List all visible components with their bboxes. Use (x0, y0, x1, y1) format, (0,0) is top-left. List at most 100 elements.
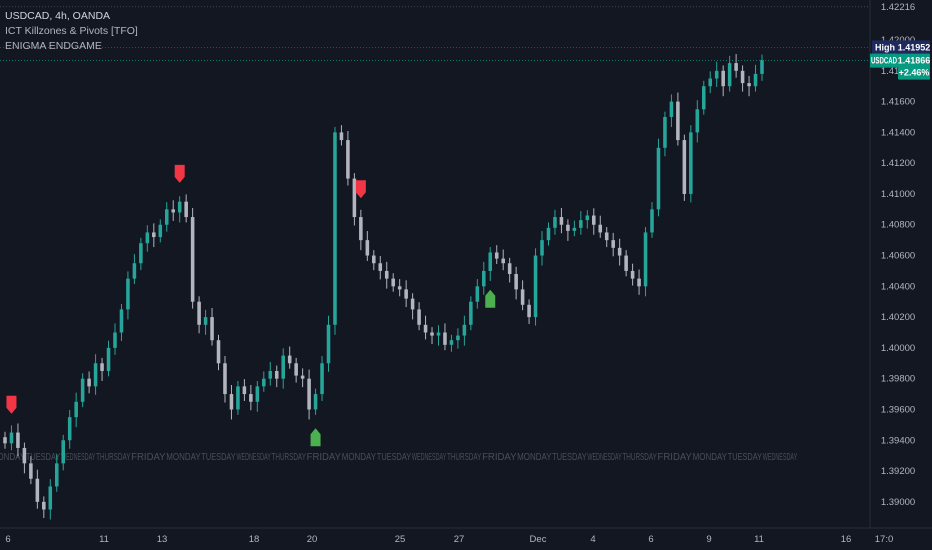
candle-body (372, 255, 376, 264)
price-tick-label: 1.42000 (881, 35, 915, 46)
session-day-label: THURSDAY (96, 452, 131, 463)
candle-body (488, 252, 493, 271)
candle-body (80, 378, 85, 402)
candle-body (430, 332, 434, 336)
candle-body (262, 378, 266, 387)
high-value-tag (898, 40, 930, 55)
candle-body (242, 386, 247, 395)
session-day-label: MONDAY (693, 452, 728, 463)
time-tick-label: 4 (590, 534, 595, 545)
candle-body (139, 243, 143, 264)
candle-body (527, 304, 531, 318)
session-day-label: MONDAY (517, 452, 552, 463)
sell-signal-marker (174, 164, 185, 183)
candle-body (61, 440, 66, 464)
candle-body (708, 78, 713, 87)
session-day-label: TUESDAY (201, 452, 236, 463)
candle-body (734, 63, 738, 71)
candle-body (346, 140, 350, 179)
indicator-legend-enigma[interactable]: ENIGMA ENDGAME (5, 40, 102, 52)
candle-body (359, 217, 363, 241)
session-day-label: WEDNESDAY (61, 452, 96, 463)
symbol-tag-label: USDCAD (871, 56, 897, 66)
time-tick-label: 20 (307, 534, 318, 545)
session-day-label: WEDNESDAY (412, 452, 447, 463)
price-tick-label: 1.41200 (881, 158, 915, 169)
session-day-label: MONDAY (342, 452, 377, 463)
candle-body (281, 355, 285, 379)
candle-body (520, 289, 525, 305)
candle-body (48, 486, 53, 510)
session-day-label: FRIDAY (658, 452, 693, 463)
candle-body (106, 347, 111, 371)
candle-body (494, 252, 499, 259)
candle-body (184, 201, 188, 218)
candle-body (585, 215, 590, 221)
session-day-label: WEDNESDAY (763, 452, 798, 463)
price-tick-label: 1.39400 (881, 435, 915, 446)
candle-body (624, 255, 628, 271)
candle-body (663, 116, 667, 148)
candle-body (100, 363, 104, 371)
time-tick-label: 18 (249, 534, 260, 545)
time-tick-label: 27 (454, 534, 465, 545)
time-tick-label: 11 (754, 534, 764, 545)
candle-body (643, 232, 648, 287)
candle-body (410, 298, 415, 310)
candle-body (553, 217, 557, 228)
candle-body (753, 73, 758, 87)
candle-body (604, 232, 609, 241)
candle-body (727, 63, 732, 87)
session-day-labels: MONDAYTUESDAYWEDNESDAYTHURSDAYFRIDAYMOND… (0, 452, 797, 463)
candle-body (591, 215, 596, 225)
high-value-label: 1.41952 (898, 42, 931, 52)
time-tick-label: 17:0 (875, 534, 894, 545)
session-day-label: WEDNESDAY (236, 452, 271, 463)
candle-body (326, 324, 331, 364)
time-tick-label: 11 (99, 534, 109, 545)
candle-body (546, 227, 551, 241)
candle-body (152, 232, 156, 238)
candle-body (42, 501, 46, 510)
candle-body (507, 263, 512, 275)
last-price-label: 1.41866 (898, 56, 931, 66)
candle-body (533, 255, 538, 318)
price-tick-label: 1.40400 (881, 281, 915, 292)
indicator-legend-killzones[interactable]: ICT Killzones & Pivots [TFO] (5, 25, 138, 37)
time-tick-label: 6 (648, 534, 653, 545)
candle-body (689, 132, 693, 194)
candle-body (404, 289, 408, 299)
candle-body (676, 101, 680, 141)
candle-body (132, 263, 137, 279)
candle-body (16, 432, 20, 448)
price-tick-label: 1.40000 (881, 343, 915, 354)
candle-body (469, 301, 473, 325)
candle-body (145, 232, 150, 244)
candle-body (9, 432, 14, 444)
candle-body (417, 309, 421, 325)
time-tick-label: 25 (395, 534, 406, 545)
candle-body (540, 240, 544, 256)
session-day-label: MONDAY (0, 452, 25, 463)
candle-body (669, 101, 674, 117)
candle-body (236, 386, 240, 410)
candle-body (598, 224, 603, 233)
candle-body (320, 363, 324, 395)
candle-body (482, 270, 486, 287)
candle-body (307, 378, 311, 410)
candle-body (177, 201, 182, 213)
candle-body (378, 263, 383, 271)
price-tick-label: 1.39200 (881, 466, 915, 477)
candle-body (760, 60, 764, 74)
grid-lines (0, 0, 932, 529)
time-axis[interactable]: 6 11 13 18 20 25 27 Dec 4 6 9 11 16 17:0 (5, 534, 893, 545)
symbol-legend[interactable]: USDCAD, 4h, OANDA (5, 10, 111, 22)
last-price-tag (898, 53, 930, 80)
candle-body (87, 378, 91, 387)
candle-body (566, 224, 570, 231)
candle-body (695, 109, 700, 133)
price-tick-label: 1.41000 (881, 189, 915, 200)
signal-markers (6, 164, 496, 447)
